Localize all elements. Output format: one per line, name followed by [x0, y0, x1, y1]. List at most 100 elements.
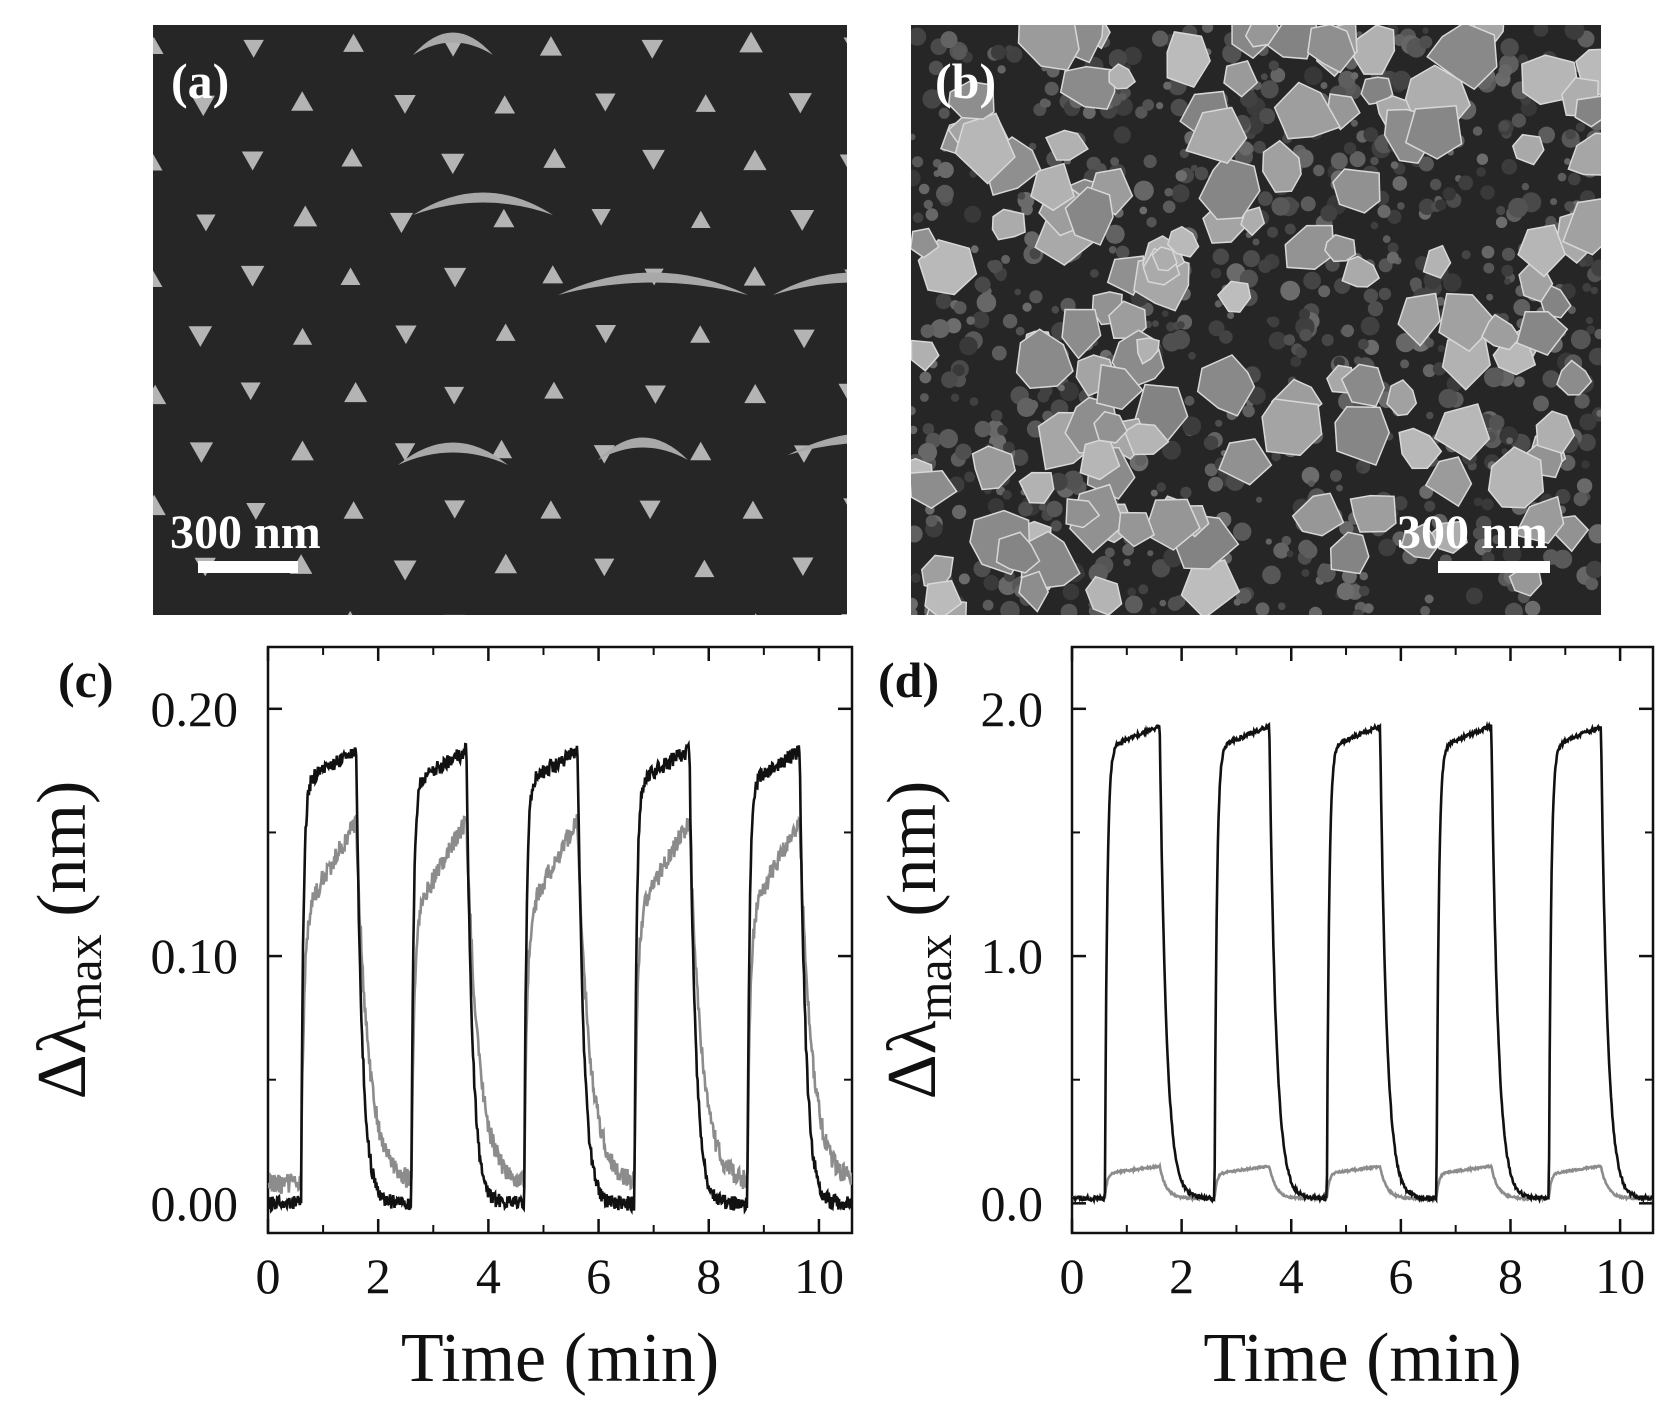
grain — [1596, 409, 1601, 417]
grain — [1363, 603, 1374, 614]
grain — [1565, 129, 1576, 140]
x-tick-label: 6 — [586, 1248, 611, 1304]
grain — [1175, 170, 1187, 182]
grain — [997, 424, 1008, 436]
grain — [1504, 602, 1523, 615]
crystal-particle — [1108, 63, 1137, 90]
nanoparticle-cluster — [413, 32, 493, 55]
sem-image-a — [153, 25, 847, 615]
grain — [1418, 156, 1434, 172]
crystal-particle — [1487, 446, 1545, 509]
grain — [1336, 484, 1343, 492]
nanotriangle — [743, 149, 767, 171]
nanotriangle — [343, 33, 364, 52]
grain — [1590, 286, 1598, 295]
y-axis-label: Δλmax (nm) — [874, 781, 962, 1100]
nanotriangle — [694, 559, 715, 578]
grain — [1476, 167, 1486, 177]
grain — [1290, 356, 1302, 367]
grain — [935, 293, 952, 310]
grain — [1481, 498, 1494, 511]
nanotriangle — [493, 208, 515, 228]
grain — [1359, 572, 1368, 581]
panel-label-c: (c) — [58, 652, 114, 708]
y-axis-label-unit: (nm) — [874, 781, 951, 935]
grain — [923, 199, 933, 210]
nanotriangle-array-image — [153, 31, 847, 615]
crystal-particle — [1291, 492, 1345, 537]
grain — [1582, 283, 1592, 292]
nanotriangle — [494, 95, 516, 114]
grain — [1046, 500, 1063, 518]
crystal-particle — [1515, 310, 1569, 357]
grain — [1018, 501, 1033, 517]
grain — [1176, 321, 1185, 330]
grain — [987, 498, 1005, 515]
grain — [911, 406, 916, 416]
nanotriangle — [644, 385, 666, 404]
nanotriangle — [243, 39, 264, 58]
grain — [1203, 435, 1219, 451]
grain — [1277, 602, 1286, 611]
grain — [1568, 172, 1581, 186]
grain — [1438, 388, 1458, 409]
grain — [1000, 600, 1020, 615]
grain — [1039, 98, 1050, 108]
nanotriangle — [544, 381, 564, 399]
crystal-particle — [1136, 337, 1160, 365]
grain — [1387, 242, 1399, 254]
grain — [1320, 82, 1328, 89]
crystal-particle — [911, 227, 940, 259]
grain — [946, 318, 962, 334]
grain — [1318, 285, 1331, 298]
grain — [1110, 157, 1119, 166]
grain — [1215, 419, 1223, 427]
grain — [1480, 185, 1495, 200]
crystal-particle — [954, 112, 1016, 185]
grain — [1233, 522, 1252, 541]
grain — [1352, 609, 1364, 615]
grain — [1116, 245, 1130, 259]
crystal-particle — [1306, 25, 1356, 74]
grain — [1290, 200, 1300, 210]
panel-label-a: (a) — [171, 53, 230, 109]
scale-bar-label-b: 300 nm — [1397, 506, 1548, 559]
grain — [1051, 305, 1060, 314]
grain — [937, 161, 954, 179]
nanotriangle — [393, 560, 417, 581]
grain — [1163, 81, 1172, 90]
nanotriangle — [343, 501, 364, 519]
grain — [1533, 395, 1549, 412]
crystal-particle — [1216, 280, 1252, 313]
grain — [1090, 269, 1099, 278]
crystal-particle — [1284, 224, 1335, 270]
series-line — [1072, 1161, 1653, 1203]
grain — [1133, 180, 1154, 201]
grain — [1350, 72, 1359, 80]
grain — [995, 271, 1007, 282]
grain — [1358, 585, 1370, 597]
nanotriangle — [591, 208, 611, 226]
grain — [1518, 54, 1528, 65]
grain — [1147, 550, 1154, 557]
grain — [1233, 598, 1241, 606]
crystal-particle — [1064, 186, 1114, 246]
nanotriangle — [695, 94, 716, 112]
panel-label-b: (b) — [935, 53, 997, 109]
grain — [911, 597, 918, 611]
grain — [976, 292, 997, 313]
crystal-particle — [911, 339, 940, 372]
grain — [1252, 238, 1260, 246]
crystal-particle — [1400, 523, 1439, 560]
chart-c: 0 2 4 6 8 10 0.00 0.10 0.20 (c) Time (min) Δλmax (n… — [24, 645, 854, 1397]
grain — [1124, 595, 1143, 614]
grain — [1458, 175, 1473, 191]
grain — [1299, 328, 1312, 342]
plot-frame — [1070, 645, 1655, 1235]
x-tick-label: 0 — [1060, 1248, 1085, 1304]
grain — [1391, 70, 1412, 91]
grain — [911, 27, 927, 46]
grain — [940, 31, 958, 49]
grain — [1588, 524, 1601, 544]
grain — [1242, 250, 1260, 268]
